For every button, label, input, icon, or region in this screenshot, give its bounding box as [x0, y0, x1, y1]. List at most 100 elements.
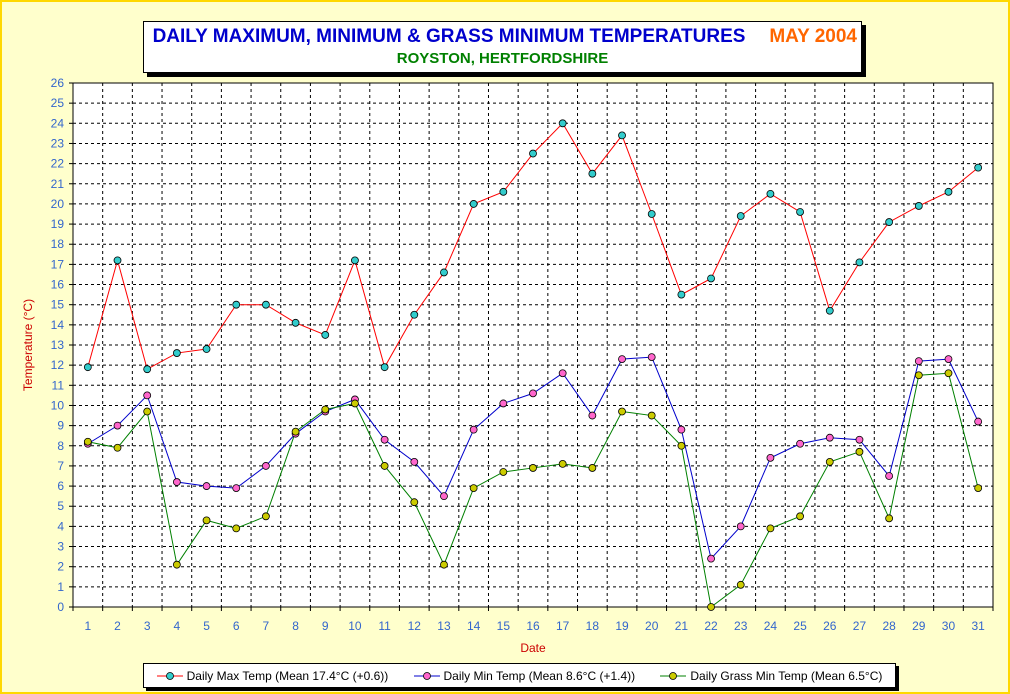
x-tick-label: 25	[793, 619, 807, 633]
grass-min-temp-point	[944, 369, 953, 378]
max-temp-point	[677, 290, 686, 299]
min-temp-point	[588, 411, 597, 420]
grass-min-temp-point	[885, 514, 894, 523]
legend-swatch-marker	[669, 671, 678, 680]
x-tick-label: 27	[853, 619, 867, 633]
grass-min-temp-point	[232, 524, 241, 533]
x-tick-label: 30	[942, 619, 956, 633]
max-temp-point	[351, 256, 359, 265]
y-tick-label: 14	[51, 318, 65, 332]
min-temp-point	[974, 417, 983, 426]
max-temp-point	[113, 256, 122, 265]
grass-min-temp-point	[855, 447, 864, 456]
max-temp-point	[321, 331, 330, 339]
max-temp-point	[143, 365, 152, 374]
max-temp-point	[291, 318, 300, 327]
y-tick-label: 23	[51, 136, 65, 150]
grass-min-temp-point	[499, 468, 508, 476]
max-temp-point	[529, 149, 537, 158]
x-tick-label: 11	[378, 619, 391, 633]
legend-label: Daily Grass Min Temp (Mean 6.5°C)	[690, 668, 883, 683]
min-temp-point	[499, 399, 508, 408]
x-tick-label: 12	[408, 619, 422, 633]
plot-area	[73, 83, 993, 607]
min-temp-point	[796, 439, 804, 448]
min-temp-point	[944, 355, 953, 364]
x-tick-label: 24	[764, 619, 778, 633]
x-axis-title: Date	[520, 641, 546, 655]
y-tick-label: 20	[51, 197, 65, 211]
grass-min-temp-point	[410, 498, 419, 507]
x-tick-label: 13	[437, 619, 451, 633]
y-tick-label: 16	[51, 278, 65, 292]
min-temp-point	[736, 522, 745, 531]
max-temp-point	[410, 310, 419, 319]
max-temp-point	[499, 187, 508, 196]
legend-label: Daily Min Temp (Mean 8.6°C (+1.4))	[443, 668, 636, 683]
y-tick-label: 3	[57, 540, 64, 554]
x-tick-label: 6	[233, 619, 240, 633]
x-tick-label: 5	[203, 619, 210, 633]
grass-min-temp-point	[736, 580, 745, 589]
grass-min-temp-point	[588, 464, 597, 472]
y-tick-label: 12	[51, 358, 65, 372]
max-temp-point	[83, 363, 92, 372]
y-tick-label: 5	[57, 499, 64, 513]
y-tick-label: 6	[57, 479, 64, 493]
min-temp-point	[618, 355, 626, 364]
min-temp-point	[172, 478, 181, 486]
grass-min-temp-point	[83, 437, 92, 446]
grass-min-temp-point	[291, 427, 300, 436]
legend-item-min-temp: Daily Min Temp (Mean 8.6°C (+1.4))	[413, 668, 636, 683]
grass-min-temp-point	[796, 512, 804, 521]
min-temp-point	[677, 425, 686, 434]
x-tick-label: 21	[675, 619, 689, 633]
chart-subtitle: ROYSTON, HERTFORDSHIRE	[396, 50, 609, 67]
max-temp-point	[647, 210, 656, 218]
y-tick-label: 21	[51, 177, 65, 191]
x-tick-label: 14	[467, 619, 481, 633]
x-tick-label: 7	[263, 619, 270, 633]
max-temp-point	[618, 131, 626, 140]
y-tick-label: 17	[51, 257, 65, 271]
grass-min-temp-point	[143, 407, 152, 416]
x-tick-label: 2	[114, 619, 121, 633]
y-tick-label: 9	[57, 419, 64, 433]
x-tick-label: 9	[322, 619, 329, 633]
max-temp-point	[766, 189, 775, 198]
x-tick-label: 17	[556, 619, 570, 633]
grass-min-temp-point	[677, 441, 686, 450]
x-tick-label: 31	[971, 619, 985, 633]
max-temp-point	[380, 363, 389, 372]
max-temp-point	[825, 306, 834, 315]
x-tick-label: 8	[292, 619, 299, 633]
min-temp-point	[707, 554, 715, 563]
min-temp-point	[558, 369, 567, 378]
y-tick-label: 22	[51, 157, 65, 171]
min-temp-point	[380, 435, 389, 444]
min-temp-point	[825, 433, 834, 442]
x-tick-label: 10	[348, 619, 362, 633]
title-box: DAILY MAXIMUM, MINIMUM & GRASS MINIMUM T…	[143, 21, 862, 73]
grass-min-temp-point	[440, 560, 448, 569]
grass-min-temp-point	[469, 484, 478, 492]
y-tick-label: 4	[57, 519, 64, 533]
legend-item-max-temp: Daily Max Temp (Mean 17.4°C (+0.6))	[156, 669, 388, 683]
max-temp-point	[914, 202, 923, 210]
y-tick-label: 19	[51, 217, 65, 231]
y-tick-label: 24	[51, 116, 65, 130]
grass-min-temp-point	[351, 399, 359, 408]
max-temp-point	[707, 274, 715, 283]
min-temp-point	[143, 391, 152, 400]
legend-swatch-marker	[165, 671, 174, 680]
min-temp-point	[232, 484, 241, 492]
max-temp-point	[885, 218, 894, 226]
min-temp-point	[469, 425, 478, 434]
grass-min-temp-point	[647, 411, 656, 420]
max-temp-point	[232, 300, 241, 309]
x-tick-label: 4	[174, 619, 181, 633]
legend-swatch-grass-min-temp	[660, 671, 687, 680]
max-temp-point	[736, 212, 745, 220]
max-temp-point	[202, 345, 211, 353]
